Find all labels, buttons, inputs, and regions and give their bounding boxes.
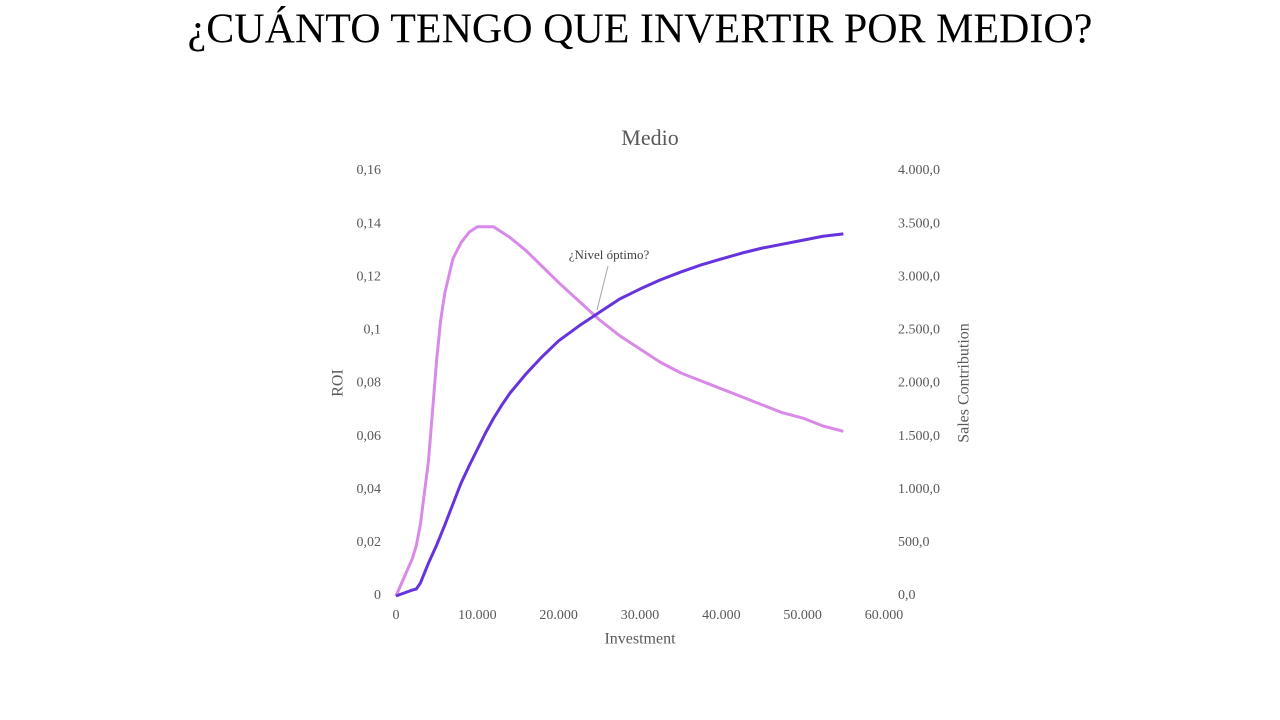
y-tick-label: 0,06 — [357, 429, 382, 444]
page-title: ¿CUÁNTO TENGO QUE INVERTIR POR MEDIO? — [188, 6, 1093, 53]
y-tick-label: 0,04 — [357, 482, 382, 497]
y2-tick-label: 2.000,0 — [898, 376, 940, 391]
line-series — [395, 232, 844, 598]
y-tick-label: 0,16 — [357, 163, 382, 178]
y2-tick-label: 3.000,0 — [898, 269, 940, 284]
x-tick-label: 30.000 — [621, 608, 660, 623]
x-tick-label: 10.000 — [458, 608, 497, 623]
y2-tick-label: 500,0 — [898, 535, 930, 550]
y2-tick-label: 1.500,0 — [898, 429, 940, 444]
x-tick-label: 50.000 — [783, 608, 822, 623]
y-tick-label: 0,02 — [357, 535, 382, 550]
y-tick-label: 0 — [374, 588, 381, 603]
y-tick-label: 0,08 — [357, 376, 382, 391]
x-tick-label: 20.000 — [539, 608, 578, 623]
x-axis-title: Investment — [604, 631, 676, 648]
y2-tick-label: 4.000,0 — [898, 163, 940, 178]
chart-title: Medio — [621, 125, 678, 150]
x-tick-label: 60.000 — [865, 608, 904, 623]
y-tick-label: 0,1 — [364, 323, 382, 338]
x-tick-label: 40.000 — [702, 608, 741, 623]
y-tick-label: 0,12 — [357, 269, 382, 284]
y2-axis-title: Sales Contribution — [956, 323, 973, 443]
line-series — [394, 225, 844, 597]
y2-tick-label: 3.500,0 — [898, 216, 940, 231]
y2-tick-label: 2.500,0 — [898, 323, 940, 338]
y2-tick-label: 0,0 — [898, 588, 916, 603]
y-axis-title: ROI — [330, 369, 347, 397]
x-tick-label: 0 — [393, 608, 400, 623]
annotation-leader — [596, 265, 609, 311]
annotation: ¿Nivel óptimo? — [569, 247, 650, 262]
y2-tick-label: 1.000,0 — [898, 482, 940, 497]
y-tick-label: 0,14 — [357, 216, 382, 231]
